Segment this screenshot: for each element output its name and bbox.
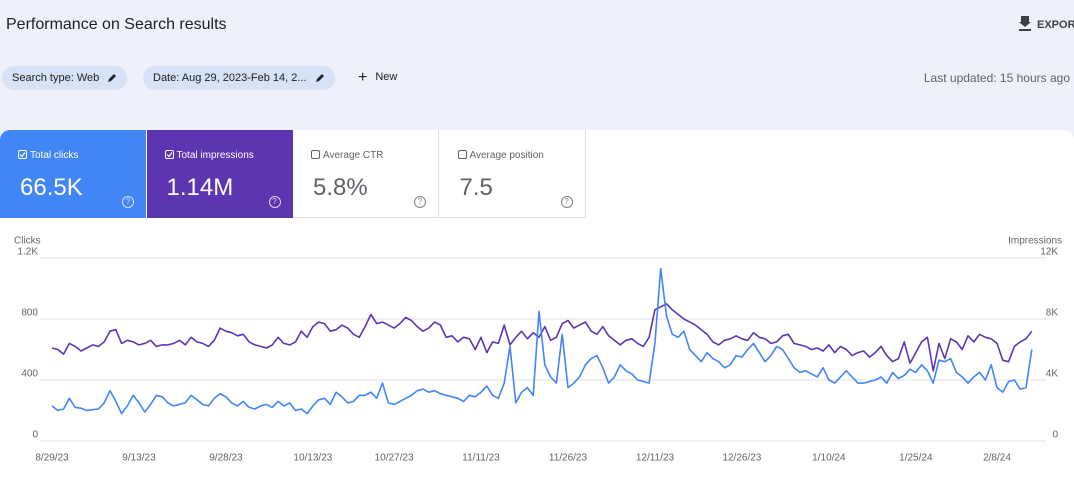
y2-axis-title: Impressions <box>1008 236 1062 247</box>
metric-label: Average position <box>469 150 544 161</box>
help-icon: ? <box>122 196 134 208</box>
y-axis-title: Clicks <box>14 236 41 247</box>
performance-card: Total clicks 66.5K? Total impressions 1.14M… <box>0 130 1074 484</box>
help-icon: ? <box>268 196 281 208</box>
metric-tile[interactable]: Average CTR 5.8%? <box>293 130 439 218</box>
filter-chip[interactable]: Search type: Web <box>2 66 128 90</box>
metric-value: 1.14M <box>166 174 234 201</box>
chart: Clicks Impressions 0 400 800 1.2K 0 4K 8K 12K 8/29… <box>14 236 1062 464</box>
y2-tick-label: 8K <box>1046 308 1059 319</box>
x-tick-label: 1/10/24 <box>812 453 846 464</box>
series-line <box>51 267 1033 415</box>
y-tick-label: 0 <box>32 430 38 441</box>
metric-tile[interactable]: Average position 7.5? <box>439 130 586 218</box>
page-title: Performance on Search results <box>6 16 227 33</box>
x-tick-label: 2/8/24 <box>983 453 1011 464</box>
y-tick-label: 1.2K <box>17 247 38 258</box>
x-tick-label: 8/29/23 <box>35 453 69 464</box>
new-filter[interactable]: + New <box>358 69 398 86</box>
checkbox <box>311 150 320 159</box>
metric-label: Total impressions <box>176 150 254 161</box>
x-tick-label: 10/13/23 <box>293 453 332 464</box>
x-tick-label: 12/26/23 <box>722 453 761 464</box>
metric-tile[interactable]: Total clicks 66.5K? <box>0 130 146 218</box>
help-icon: ? <box>414 196 426 208</box>
x-tick-label: 11/11/23 <box>462 453 500 464</box>
x-tick-label: 9/13/23 <box>122 453 156 464</box>
chip-text: Search type: Web <box>12 72 100 84</box>
checkbox <box>457 150 467 159</box>
metric-value: 7.5 <box>459 174 493 201</box>
y2-tick-label: 12K <box>1040 247 1058 258</box>
x-tick-label: 11/26/23 <box>549 453 588 464</box>
help-icon: ? <box>560 196 573 208</box>
y2-tick-label: 4K <box>1046 369 1059 380</box>
metric-value: 5.8% <box>313 174 368 201</box>
y2-tick-label: 0 <box>1052 430 1058 441</box>
x-tick-label: 10/27/23 <box>375 453 414 464</box>
metric-label: Total clicks <box>30 150 79 161</box>
y-tick-label: 400 <box>21 369 38 380</box>
new-text: New <box>375 71 398 83</box>
last-updated: Last updated: 15 hours ago <box>923 71 1070 85</box>
chip-text: Date: Aug 29, 2023-Feb 14, 2... <box>153 72 307 84</box>
checkbox <box>18 150 27 159</box>
checkbox <box>164 150 174 159</box>
filter-chip[interactable]: Date: Aug 29, 2023-Feb 14, 2... <box>143 66 335 90</box>
metric-tile[interactable]: Total impressions 1.14M? <box>146 130 293 218</box>
export-button[interactable]: EXPORT <box>1037 19 1074 31</box>
x-tick-label: 1/25/24 <box>899 453 933 464</box>
y-tick-label: 800 <box>21 308 38 319</box>
x-tick-label: 12/11/23 <box>636 453 675 464</box>
metric-value: 66.5K <box>20 174 83 201</box>
export-icon[interactable] <box>1018 15 1032 31</box>
x-tick-label: 9/28/23 <box>209 453 243 464</box>
metric-label: Average CTR <box>323 150 384 161</box>
